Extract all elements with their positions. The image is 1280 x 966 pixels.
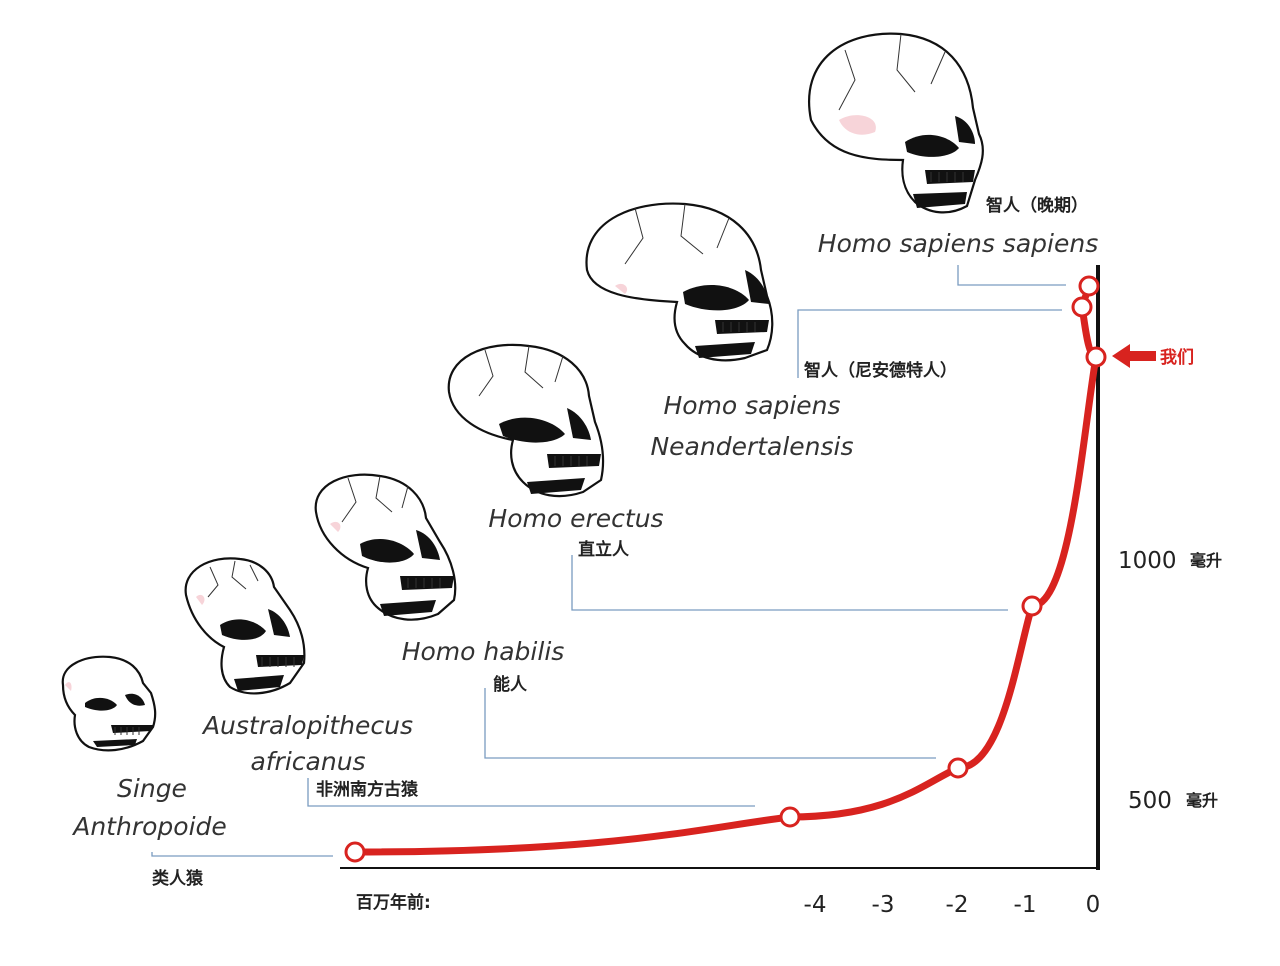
data-point — [344, 841, 366, 863]
erectus-label: Homo erectus — [488, 504, 663, 533]
neander-label-line2: Neandertalensis — [650, 432, 853, 461]
skull-neandertal-icon — [585, 202, 774, 362]
skull-sapiens-icon — [808, 32, 984, 214]
habilis-cn-label: 能人 — [493, 674, 528, 695]
leader-australo — [307, 778, 755, 807]
australo-label-line2: africanus — [250, 747, 365, 776]
singe-label-line1: Singe — [117, 774, 187, 803]
x-tick-0: 0 — [1086, 892, 1101, 918]
habilis-label: Homo habilis — [402, 637, 565, 666]
series-line — [351, 282, 1100, 856]
neander-cn-label: 智人（尼安德特人） — [804, 360, 957, 381]
x-tick-neg4: -4 — [804, 892, 827, 918]
x-tick-neg1: -1 — [1014, 892, 1037, 918]
y-tick-1000-unit: 毫升 — [1190, 551, 1222, 570]
erectus-cn-label: 直立人 — [578, 539, 630, 560]
singe-cn-label: 类人猿 — [152, 868, 204, 889]
y-tick-500-unit: 毫升 — [1186, 791, 1218, 810]
data-point — [1085, 346, 1107, 368]
skull-anthropoid-icon — [61, 655, 157, 752]
sapiens-cn-label: 智人（晚期） — [986, 195, 1088, 216]
leader-singe — [151, 852, 333, 857]
me-label: 我们 — [1160, 347, 1194, 368]
data-point — [1078, 275, 1100, 297]
skull-habilis-icon — [314, 473, 457, 621]
data-point — [947, 757, 969, 779]
neander-label-line1: Homo sapiens — [663, 391, 840, 420]
leader-neander — [797, 309, 1062, 378]
x-tick-neg3: -3 — [872, 892, 895, 918]
leader-erectus — [571, 555, 1008, 611]
singe-label-line2: Anthropoide — [71, 812, 227, 841]
leader-sapiens — [957, 265, 1066, 286]
data-point — [1021, 595, 1043, 617]
y-tick-1000: 1000 — [1118, 548, 1177, 574]
skull-australopithecus-icon — [184, 557, 306, 695]
data-point — [779, 806, 801, 828]
y-tick-500: 500 — [1128, 788, 1172, 814]
australo-label-line1: Australopithecus — [201, 711, 413, 740]
x-tick-neg2: -2 — [946, 892, 969, 918]
skull-erectus-icon — [447, 343, 605, 498]
data-points — [344, 275, 1107, 863]
red-arrow-icon — [1112, 344, 1156, 368]
australo-cn-label: 非洲南方古猿 — [316, 779, 419, 800]
sapiens-label: Homo sapiens sapiens — [818, 229, 1098, 258]
data-point — [1071, 296, 1093, 318]
x-unit-label: 百万年前: — [356, 892, 431, 913]
leader-habilis — [484, 688, 936, 759]
